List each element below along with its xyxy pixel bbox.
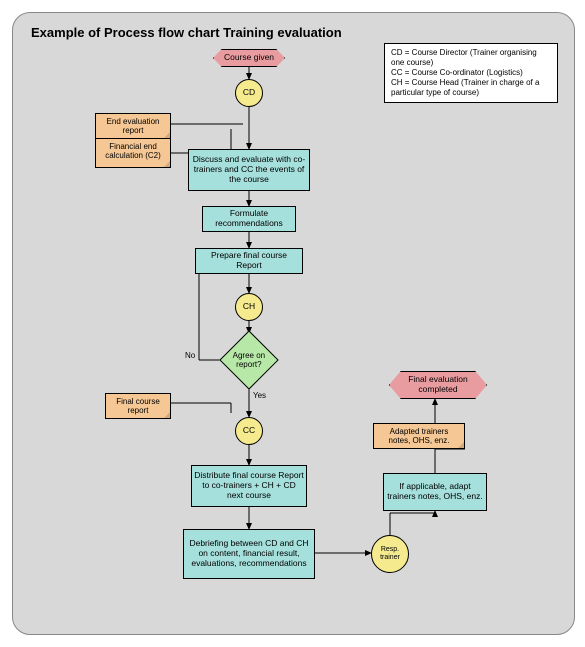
note-n3: Final course report: [105, 393, 171, 419]
node-p6: If applicable, adapt trainers notes, OHS…: [383, 473, 487, 511]
edge-label-yes: Yes: [253, 391, 266, 400]
flowchart-page: Example of Process flow chart Training e…: [12, 12, 575, 635]
node-p1: Discuss and evaluate with co-trainers an…: [188, 149, 310, 191]
node-p5: Debriefing between CD and CH on content,…: [183, 529, 315, 579]
note-n4: Adapted trainers notes, OHS, enz.: [373, 423, 465, 449]
node-cd: CD: [235, 79, 263, 107]
node-end: Final evaluation completed: [389, 371, 487, 399]
node-p2: Formulate recommendations: [202, 206, 296, 232]
node-ch: CH: [235, 293, 263, 321]
node-start: Course given: [213, 49, 285, 67]
edge-label-no: No: [185, 351, 195, 360]
node-p3: Prepare final course Report: [195, 248, 303, 274]
node-p4: Distribute final course Report to co-tra…: [191, 465, 307, 507]
node-cc: CC: [235, 417, 263, 445]
node-rt: Resp. trainer: [371, 535, 409, 573]
note-n1: End evaluation report: [95, 113, 171, 139]
note-n2: Financial end calculation (C2): [95, 138, 171, 168]
